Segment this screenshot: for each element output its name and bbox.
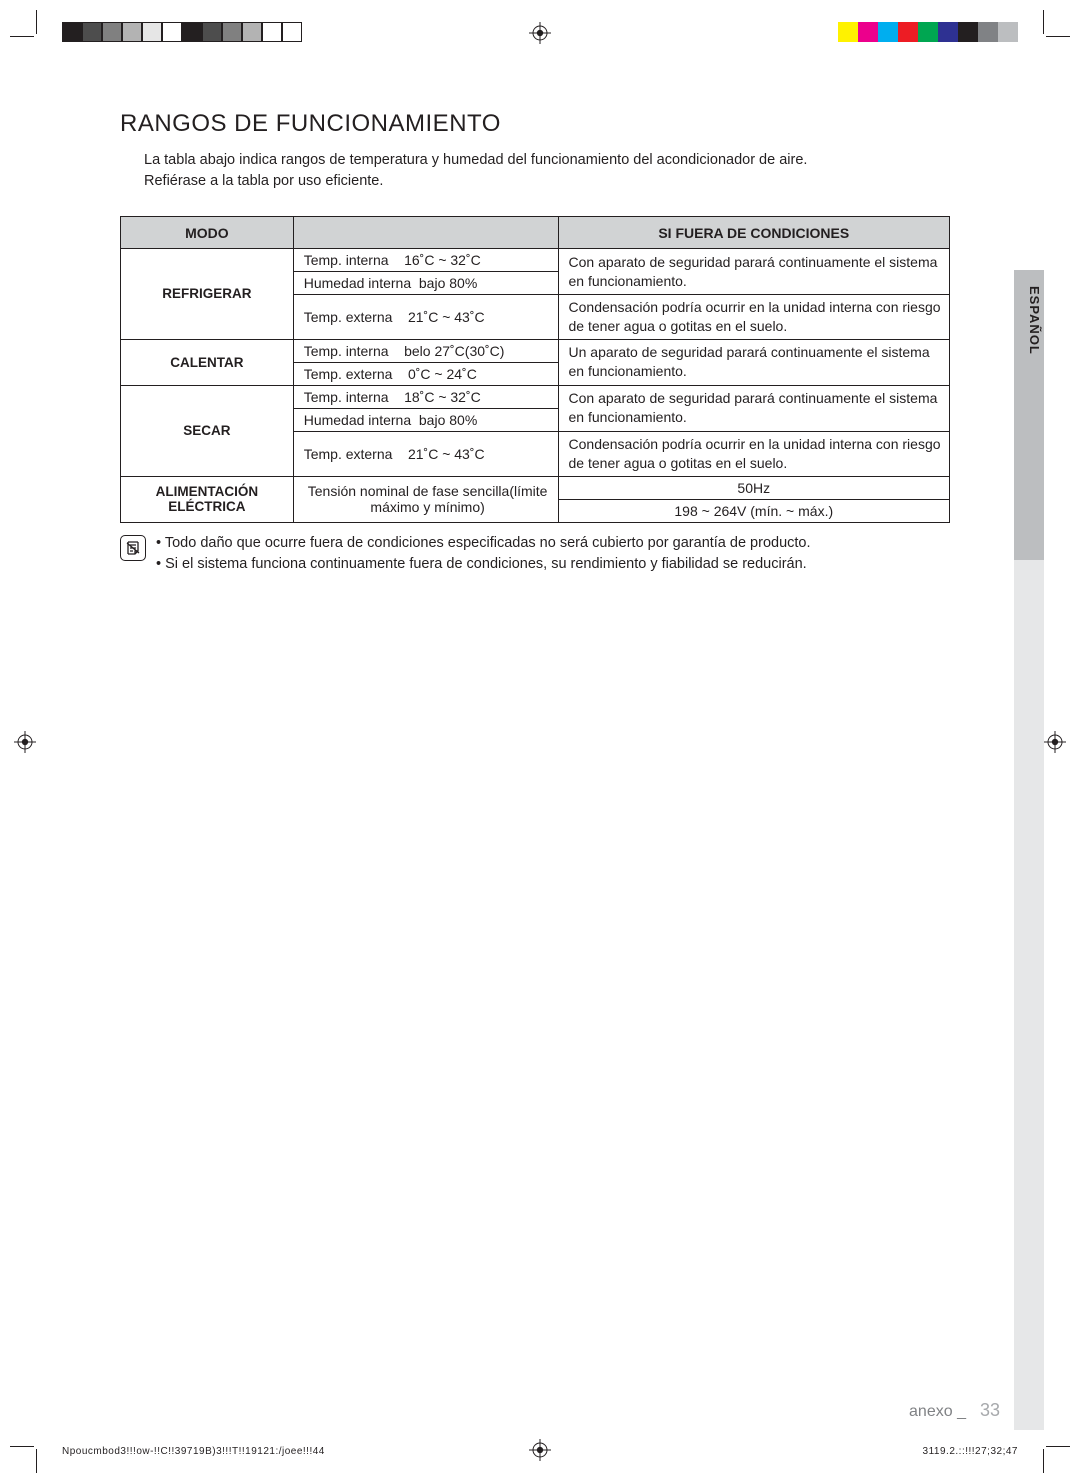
mode-refrigerar: REFRIGERAR [121,249,294,340]
cond-cell: Humedad interna bajo 80% [293,272,558,295]
print-slug-left: Npoucmbod3!!!ow-!!C!!39719B)3!!!T!!19121… [62,1446,325,1457]
power-hz: 50Hz [558,476,949,499]
registration-mark-icon [14,731,36,753]
cond-cell: Temp. externa 0˚C ~ 24˚C [293,362,558,385]
operating-ranges-table: MODO SI FUERA DE CONDICIONES REFRIGERAR … [120,216,950,523]
note-icon [120,535,146,561]
cond-cell: Humedad interna bajo 80% [293,408,558,431]
cond-cell: Temp. externa 21˚C ~ 43˚C [293,295,558,340]
registration-mark-icon [529,1439,551,1461]
note-block: • Todo daño que ocurre fuera de condicio… [120,533,950,575]
remark-cell: Con aparato de seguridad parará continua… [558,249,949,295]
mode-calentar: CALENTAR [121,339,294,385]
cond-cell: Temp. externa 21˚C ~ 43˚C [293,431,558,476]
remark-cell: Con aparato de seguridad parará continua… [558,385,949,431]
cond-cell: Temp. interna 16˚C ~ 32˚C [293,249,558,272]
power-range: 198 ~ 264V (mín. ~ máx.) [558,499,949,522]
print-slug-right: 3119.2.::!!!27;32;47 [923,1446,1018,1457]
page-footer: anexo _33 [909,1400,1000,1421]
page-title: RANGOS DE FUNCIONAMIENTO [120,110,950,138]
th-mode: MODO [121,217,294,249]
note-line: • Si el sistema funciona continuamente f… [156,554,811,575]
registration-mark-icon [1044,731,1066,753]
registration-mark-icon [529,22,551,44]
remark-cell: Condensación podría ocurrir en la unidad… [558,431,949,476]
cond-cell: Temp. interna belo 27˚C(30˚C) [293,339,558,362]
intro-text: La tabla abajo indica rangos de temperat… [144,150,950,192]
th-cond [293,217,558,249]
note-line: • Todo daño que ocurre fuera de condicio… [156,533,811,554]
mode-secar: SECAR [121,385,294,476]
mode-power: ALIMENTACIÓN ELÉCTRICA [121,476,294,522]
remark-cell: Un aparato de seguridad parará continuam… [558,339,949,385]
power-label: Tensión nominal de fase sencilla(límite … [293,476,558,522]
th-remark: SI FUERA DE CONDICIONES [558,217,949,249]
cond-cell: Temp. interna 18˚C ~ 32˚C [293,385,558,408]
side-tab-background [1014,560,1044,1430]
remark-cell: Condensación podría ocurrir en la unidad… [558,295,949,340]
language-tab-label: ESPAÑOL [1027,286,1042,355]
